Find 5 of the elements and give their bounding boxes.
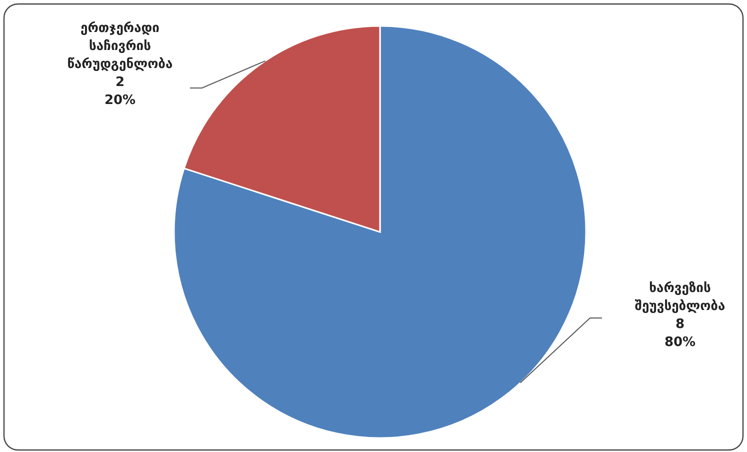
pie-slice xyxy=(174,25,587,439)
slice-label: ერთჯერადი საჩივრის წარუდგენლობა xyxy=(67,21,173,72)
data-label: 2 20% xyxy=(104,75,136,108)
data-label: 8 80% xyxy=(664,317,696,350)
slice-label: ხარვეზის შეუვსებლობა xyxy=(634,281,726,314)
